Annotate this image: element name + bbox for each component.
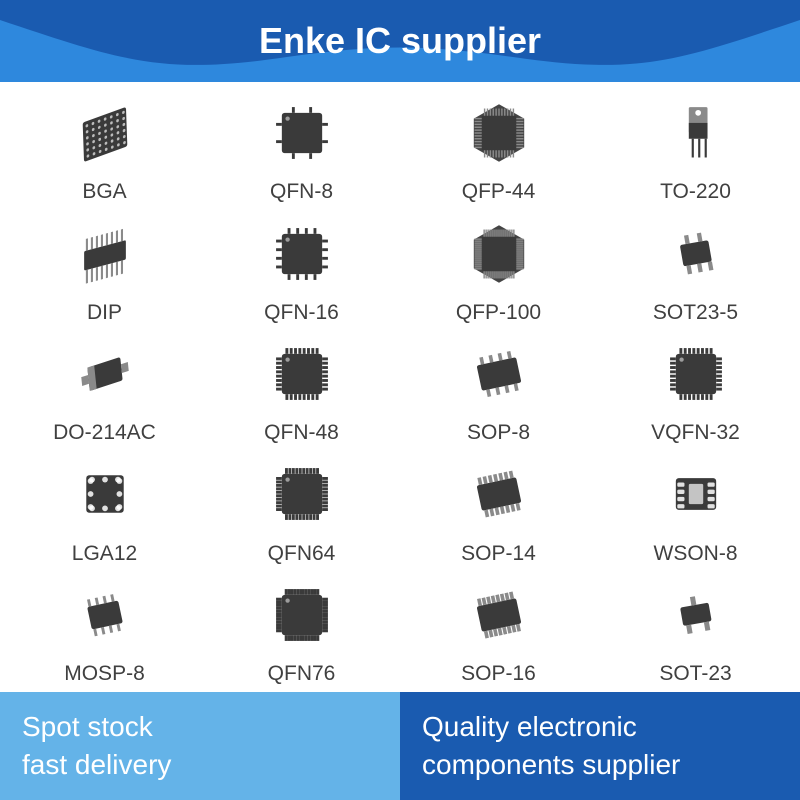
package-cell: QFN76	[207, 570, 396, 690]
to220-icon	[601, 88, 790, 178]
package-label: QFN76	[268, 662, 336, 686]
package-grid: BGA QFN-8 QFP-44 TO-220 DIP QFN-16 QFP-100 SOT2…	[0, 82, 800, 692]
package-label: SOP-14	[461, 542, 536, 566]
package-cell: QFP-44	[404, 88, 593, 208]
package-cell: SOP-8	[404, 329, 593, 449]
package-cell: QFN-8	[207, 88, 396, 208]
package-label: TO-220	[660, 180, 731, 204]
package-cell: QFN-48	[207, 329, 396, 449]
package-cell: QFN-16	[207, 208, 396, 328]
package-cell: VQFN-32	[601, 329, 790, 449]
package-cell: SOP-14	[404, 449, 593, 569]
package-cell: DIP	[10, 208, 199, 328]
qfn16-icon	[207, 208, 396, 298]
qfn64-icon	[207, 449, 396, 539]
package-label: DO-214AC	[53, 421, 156, 445]
package-label: VQFN-32	[651, 421, 740, 445]
footer-left-line1: Spot stock	[22, 708, 400, 746]
package-label: SOP-8	[467, 421, 530, 445]
footer-left: Spot stock fast delivery	[0, 692, 400, 800]
sop8-icon	[404, 329, 593, 419]
package-label: QFN64	[268, 542, 336, 566]
package-label: QFP-100	[456, 301, 541, 325]
lga12-icon	[10, 449, 199, 539]
sot235-icon	[601, 208, 790, 298]
mosp8-icon	[10, 570, 199, 660]
package-cell: SOT23-5	[601, 208, 790, 328]
package-label: DIP	[87, 301, 122, 325]
sot23-icon	[601, 570, 790, 660]
qfn8-icon	[207, 88, 396, 178]
qfn48-icon	[207, 329, 396, 419]
header-banner: Enke IC supplier	[0, 0, 800, 82]
package-label: QFN-8	[270, 180, 333, 204]
package-cell: BGA	[10, 88, 199, 208]
package-label: LGA12	[72, 542, 137, 566]
footer: Spot stock fast delivery Quality electro…	[0, 692, 800, 800]
footer-right-line1: Quality electronic	[422, 708, 800, 746]
do214-icon	[10, 329, 199, 419]
package-cell: QFP-100	[404, 208, 593, 328]
package-label: QFN-16	[264, 301, 339, 325]
footer-right: Quality electronic components supplier	[400, 692, 800, 800]
vqfn32-icon	[601, 329, 790, 419]
package-label: QFN-48	[264, 421, 339, 445]
package-cell: LGA12	[10, 449, 199, 569]
wson8-icon	[601, 449, 790, 539]
package-label: SOP-16	[461, 662, 536, 686]
package-cell: DO-214AC	[10, 329, 199, 449]
package-label: SOT-23	[659, 662, 731, 686]
qfn76-icon	[207, 570, 396, 660]
package-cell: WSON-8	[601, 449, 790, 569]
footer-left-line2: fast delivery	[22, 746, 400, 784]
package-cell: TO-220	[601, 88, 790, 208]
qfp44-icon	[404, 88, 593, 178]
sop14-icon	[404, 449, 593, 539]
dip-icon	[10, 208, 199, 298]
bga-icon	[10, 88, 199, 178]
package-label: BGA	[82, 180, 126, 204]
package-label: WSON-8	[654, 542, 738, 566]
package-label: QFP-44	[462, 180, 536, 204]
sop16-icon	[404, 570, 593, 660]
package-cell: SOT-23	[601, 570, 790, 690]
package-cell: SOP-16	[404, 570, 593, 690]
qfp100-icon	[404, 208, 593, 298]
package-label: SOT23-5	[653, 301, 738, 325]
package-cell: MOSP-8	[10, 570, 199, 690]
footer-right-line2: components supplier	[422, 746, 800, 784]
package-label: MOSP-8	[64, 662, 145, 686]
page-title: Enke IC supplier	[259, 20, 541, 62]
package-cell: QFN64	[207, 449, 396, 569]
